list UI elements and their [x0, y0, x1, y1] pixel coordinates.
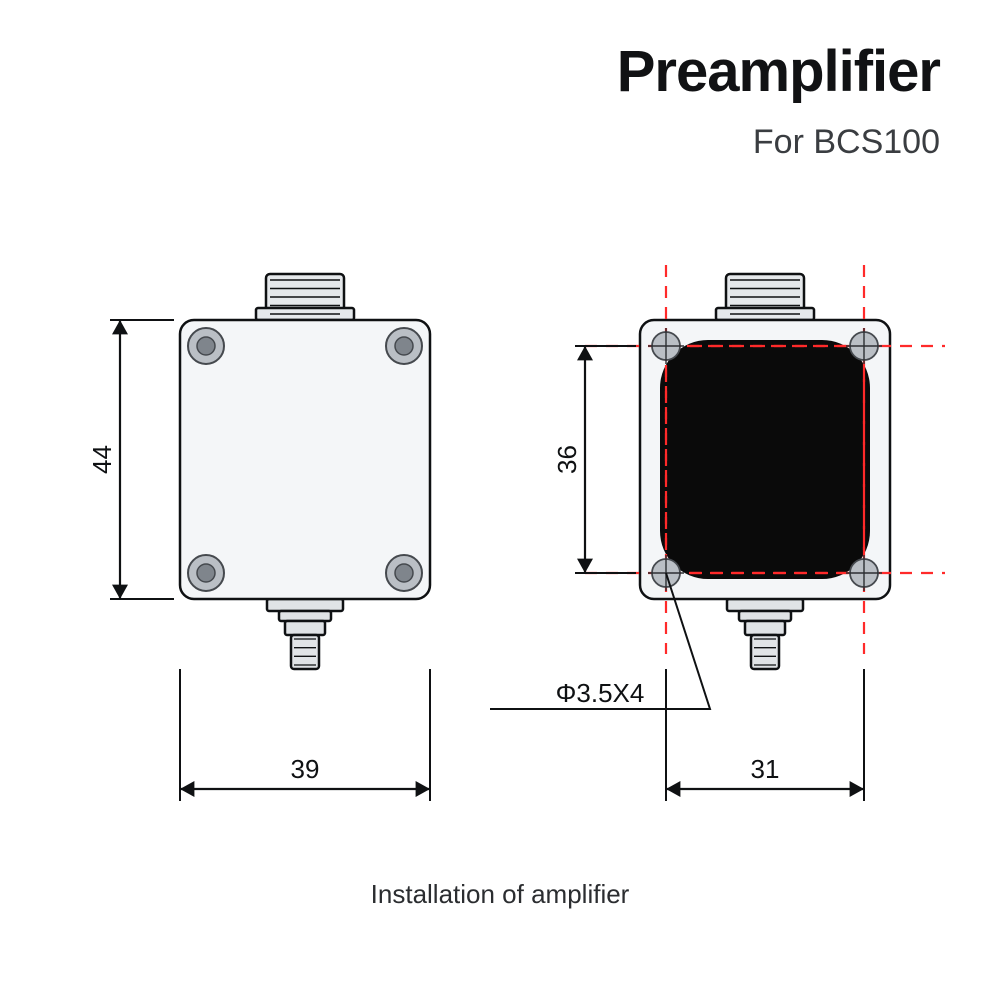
dim-label-39: 39 [291, 754, 320, 784]
left-view: 44 39 [87, 274, 430, 801]
right-view: 36 31 Φ3.5X4 [490, 265, 945, 801]
dim-label-36: 36 [552, 445, 582, 474]
dim-label-31: 31 [751, 754, 780, 784]
hole-callout: Φ3.5X4 [556, 678, 645, 708]
diagram-stage: 44 39 36 31 Φ3.5X4 [0, 0, 1000, 1000]
dim-label-44: 44 [87, 445, 117, 474]
